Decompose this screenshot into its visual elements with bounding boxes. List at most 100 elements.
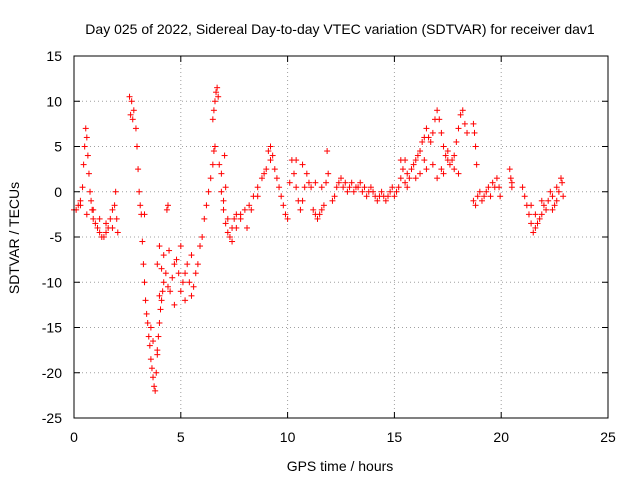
data-point (210, 107, 217, 114)
data-point (205, 188, 212, 195)
data-point (265, 148, 272, 155)
data-point (558, 175, 565, 182)
data-point (333, 184, 340, 191)
data-point (497, 193, 504, 200)
data-point (318, 184, 325, 191)
y-tick-label: -15 (42, 320, 62, 336)
data-point (408, 166, 415, 173)
data-point (438, 129, 445, 136)
x-tick-label: 25 (600, 429, 616, 445)
data-point (109, 224, 116, 231)
data-point (293, 184, 300, 191)
data-point (325, 170, 332, 177)
data-point (157, 306, 164, 313)
data-point (391, 193, 398, 200)
data-point (147, 324, 154, 331)
data-point (425, 134, 432, 141)
plot-frame (73, 55, 609, 419)
data-point (152, 387, 159, 394)
data-point (154, 347, 161, 354)
data-point (414, 152, 421, 159)
x-tick-label: 0 (70, 429, 78, 445)
data-point (549, 206, 556, 213)
data-point (397, 157, 404, 164)
data-point (397, 175, 404, 182)
data-point (446, 161, 453, 168)
data-point (340, 184, 347, 191)
data-point (246, 202, 253, 209)
data-point (553, 197, 560, 204)
data-point (113, 215, 120, 222)
data-point (127, 111, 134, 118)
data-point (90, 206, 97, 213)
data-point (153, 369, 160, 376)
data-point (220, 197, 227, 204)
data-point (88, 197, 95, 204)
data-point (184, 261, 191, 268)
data-point (540, 202, 547, 209)
data-point (154, 261, 161, 268)
data-point (547, 188, 554, 195)
data-point (164, 283, 171, 290)
data-point (139, 238, 146, 245)
data-point (395, 184, 402, 191)
data-point (438, 166, 445, 173)
data-point (449, 157, 456, 164)
data-point (222, 220, 229, 227)
data-point (412, 175, 419, 182)
data-point (141, 211, 148, 218)
data-point (261, 170, 268, 177)
data-point (171, 301, 178, 308)
data-point (461, 120, 468, 127)
data-point (77, 202, 84, 209)
data-point (203, 202, 210, 209)
data-point (182, 270, 189, 277)
data-point (81, 143, 88, 150)
data-point (434, 107, 441, 114)
data-point (412, 157, 419, 164)
data-point (188, 292, 195, 299)
data-point (471, 129, 478, 136)
data-point (160, 279, 167, 286)
data-point (167, 288, 174, 295)
data-point (331, 193, 338, 200)
data-points (71, 84, 567, 394)
data-point (135, 166, 142, 173)
data-point (267, 157, 274, 164)
data-point (156, 243, 163, 250)
data-point (90, 215, 97, 222)
data-point (224, 215, 231, 222)
data-point (130, 107, 137, 114)
data-point (83, 211, 90, 218)
data-point (361, 184, 368, 191)
data-point (84, 152, 91, 159)
data-point (363, 193, 370, 200)
data-point (551, 202, 558, 209)
data-point (197, 243, 204, 250)
data-point (299, 197, 306, 204)
data-point (534, 220, 541, 227)
data-point (470, 197, 477, 204)
data-point (158, 265, 165, 272)
data-point (278, 193, 285, 200)
data-point (269, 152, 276, 159)
data-point (194, 261, 201, 268)
data-point (233, 224, 240, 231)
data-point (370, 188, 377, 195)
data-point (177, 243, 184, 250)
data-point (453, 138, 460, 145)
data-point (190, 283, 197, 290)
data-point (429, 129, 436, 136)
data-point (478, 197, 485, 204)
data-point (156, 292, 163, 299)
data-point (199, 234, 206, 240)
data-point (188, 252, 195, 259)
data-point (254, 193, 261, 200)
data-point (378, 188, 385, 195)
x-tick-label: 5 (177, 429, 185, 445)
data-point (214, 84, 221, 91)
data-point (344, 188, 351, 195)
data-point (163, 206, 170, 213)
data-point (342, 179, 349, 186)
